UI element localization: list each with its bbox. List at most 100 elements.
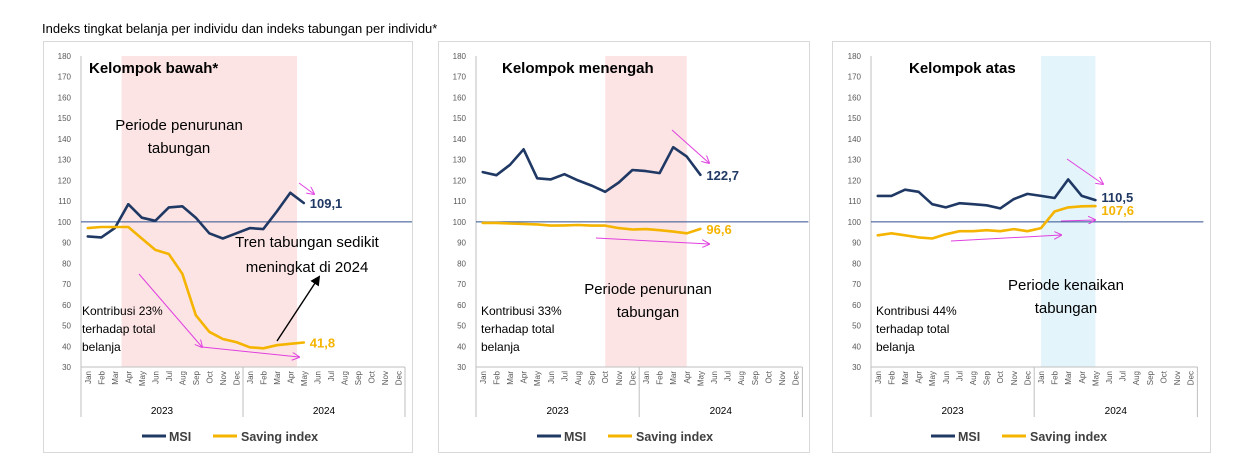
- x-tick-month: Sep: [751, 370, 760, 385]
- series-line-saving-index: [86, 225, 306, 350]
- x-tick-month: Jun: [547, 371, 556, 384]
- x-tick-month: Jan: [642, 371, 651, 384]
- x-tick-month: May: [533, 371, 542, 386]
- msi-end-label: 122,7: [706, 168, 739, 183]
- x-tick-month: Jul: [165, 371, 174, 381]
- y-tick-label: 160: [848, 93, 862, 102]
- msi-end-label: 110,5: [1101, 190, 1133, 205]
- trend-arrow: [201, 346, 299, 357]
- y-tick-label: 110: [58, 197, 71, 206]
- y-tick-label: 180: [453, 52, 467, 61]
- x-tick-month: Oct: [367, 370, 376, 383]
- y-tick-label: 120: [453, 176, 467, 185]
- msi-end-label: 109,1: [310, 196, 343, 211]
- x-tick-month: Aug: [1132, 371, 1141, 385]
- saving-end-label: 96,6: [706, 222, 731, 237]
- trend-arrow: [138, 273, 202, 347]
- period-annotation: tabungan: [1035, 300, 1098, 317]
- msi-trend-arrow: [1066, 158, 1103, 184]
- kontribusi-annotation: belanja: [876, 340, 915, 354]
- chart-svg: 180 170 160 150 140 130 120 110 100 90 80 70 60 50 40 3…: [58, 52, 412, 444]
- x-tick-month: Sep: [192, 370, 201, 385]
- y-tick-label: 80: [852, 259, 861, 268]
- x-tick-month: Mar: [901, 371, 910, 385]
- x-tick-month: Dec: [1023, 371, 1032, 385]
- y-tick-label: 30: [457, 363, 466, 372]
- x-tick-month: Feb: [97, 370, 106, 384]
- x-tick-month: Jul: [1119, 371, 1128, 381]
- x-tick-month: Aug: [178, 371, 187, 385]
- x-tick-month: Jan: [874, 371, 883, 384]
- x-tick-month: Sep: [1146, 370, 1155, 385]
- year-label: 2023: [546, 406, 569, 417]
- chart-panel-kelompok-bawah: 180 170 160 150 140 130 120 110 100 90 80 70 60 50 40 3…: [43, 41, 413, 453]
- y-tick-label: 90: [62, 239, 71, 248]
- msi-trend-arrow: [298, 182, 314, 194]
- x-tick-month: Dec: [628, 371, 637, 385]
- y-tick-label: 170: [848, 73, 862, 82]
- y-tick-label: 180: [58, 52, 72, 61]
- y-tick-label: 100: [58, 218, 72, 227]
- shaded-period: [605, 56, 687, 367]
- x-tick-month: Jan: [246, 371, 255, 384]
- y-tick-label: 170: [58, 73, 72, 82]
- series-line-saving-index: [481, 221, 702, 235]
- series-line-msi: [86, 191, 306, 240]
- period-annotation: Periode penurunan: [115, 117, 243, 134]
- x-tick-month: Apr: [520, 371, 529, 384]
- chart-title: Kelompok menengah: [502, 60, 654, 77]
- y-tick-label: 60: [852, 301, 861, 310]
- series-line-saving-index: [876, 204, 1097, 240]
- y-tick-label: 160: [453, 93, 467, 102]
- series-line-msi: [876, 178, 1097, 210]
- x-tick-month: Nov: [219, 371, 228, 385]
- x-tick-month: Jun: [1105, 371, 1114, 384]
- x-tick-month: Oct: [996, 370, 1005, 383]
- x-tick-month: May: [300, 371, 309, 386]
- y-tick-label: 110: [848, 197, 861, 206]
- y-tick-label: 80: [457, 259, 466, 268]
- trend-annotation: meningkat di 2024: [246, 259, 369, 276]
- chart-svg: 180 170 160 150 140 130 120 110 100 90 80 70 60 50 40 3…: [848, 52, 1204, 444]
- x-tick-month: Nov: [381, 371, 390, 385]
- y-tick-label: 30: [62, 363, 71, 372]
- kontribusi-annotation: belanja: [82, 340, 121, 354]
- legend-label-msi: MSI: [169, 430, 191, 444]
- shaded-period: [1041, 56, 1096, 367]
- y-tick-label: 100: [453, 218, 467, 227]
- kontribusi-annotation: terhadap total: [876, 322, 949, 336]
- kontribusi-annotation: Kontribusi 44%: [876, 304, 957, 318]
- x-tick-month: Apr: [124, 371, 133, 384]
- x-tick-month: Nov: [778, 371, 787, 385]
- year-label: 2024: [313, 406, 336, 417]
- trend-annotation: Tren tabungan sedikit: [235, 234, 380, 251]
- x-tick-month: Jan: [479, 371, 488, 384]
- chart-panel-kelompok-atas: 180 170 160 150 140 130 120 110 100 90 80 70 60 50 40 3…: [832, 41, 1211, 453]
- trend-callout-arrow: [276, 275, 321, 342]
- y-tick-label: 130: [848, 156, 862, 165]
- shaded-period: [121, 56, 297, 367]
- y-tick-label: 130: [58, 156, 72, 165]
- kontribusi-annotation: terhadap total: [481, 322, 554, 336]
- x-tick-month: Aug: [969, 371, 978, 385]
- y-tick-label: 120: [848, 176, 862, 185]
- y-tick-label: 60: [457, 301, 466, 310]
- x-tick-month: Apr: [1078, 371, 1087, 384]
- x-tick-month: Jun: [710, 371, 719, 384]
- x-tick-month: Apr: [286, 371, 295, 384]
- y-tick-label: 140: [453, 135, 467, 144]
- msi-trend-arrow: [671, 129, 709, 163]
- x-tick-month: Sep: [354, 370, 363, 385]
- y-tick-label: 50: [852, 322, 861, 331]
- x-tick-month: Nov: [615, 371, 624, 385]
- x-tick-month: Aug: [574, 371, 583, 385]
- x-tick-month: May: [138, 371, 147, 386]
- kontribusi-annotation: Kontribusi 33%: [481, 304, 562, 318]
- x-tick-month: Jul: [724, 371, 733, 381]
- period-annotation: Periode penurunan: [584, 281, 712, 298]
- period-annotation: tabungan: [617, 304, 680, 321]
- y-tick-label: 110: [453, 197, 466, 206]
- x-tick-month: Apr: [683, 371, 692, 384]
- legend-label-saving-index: Saving index: [636, 430, 713, 444]
- y-tick-label: 50: [62, 322, 71, 331]
